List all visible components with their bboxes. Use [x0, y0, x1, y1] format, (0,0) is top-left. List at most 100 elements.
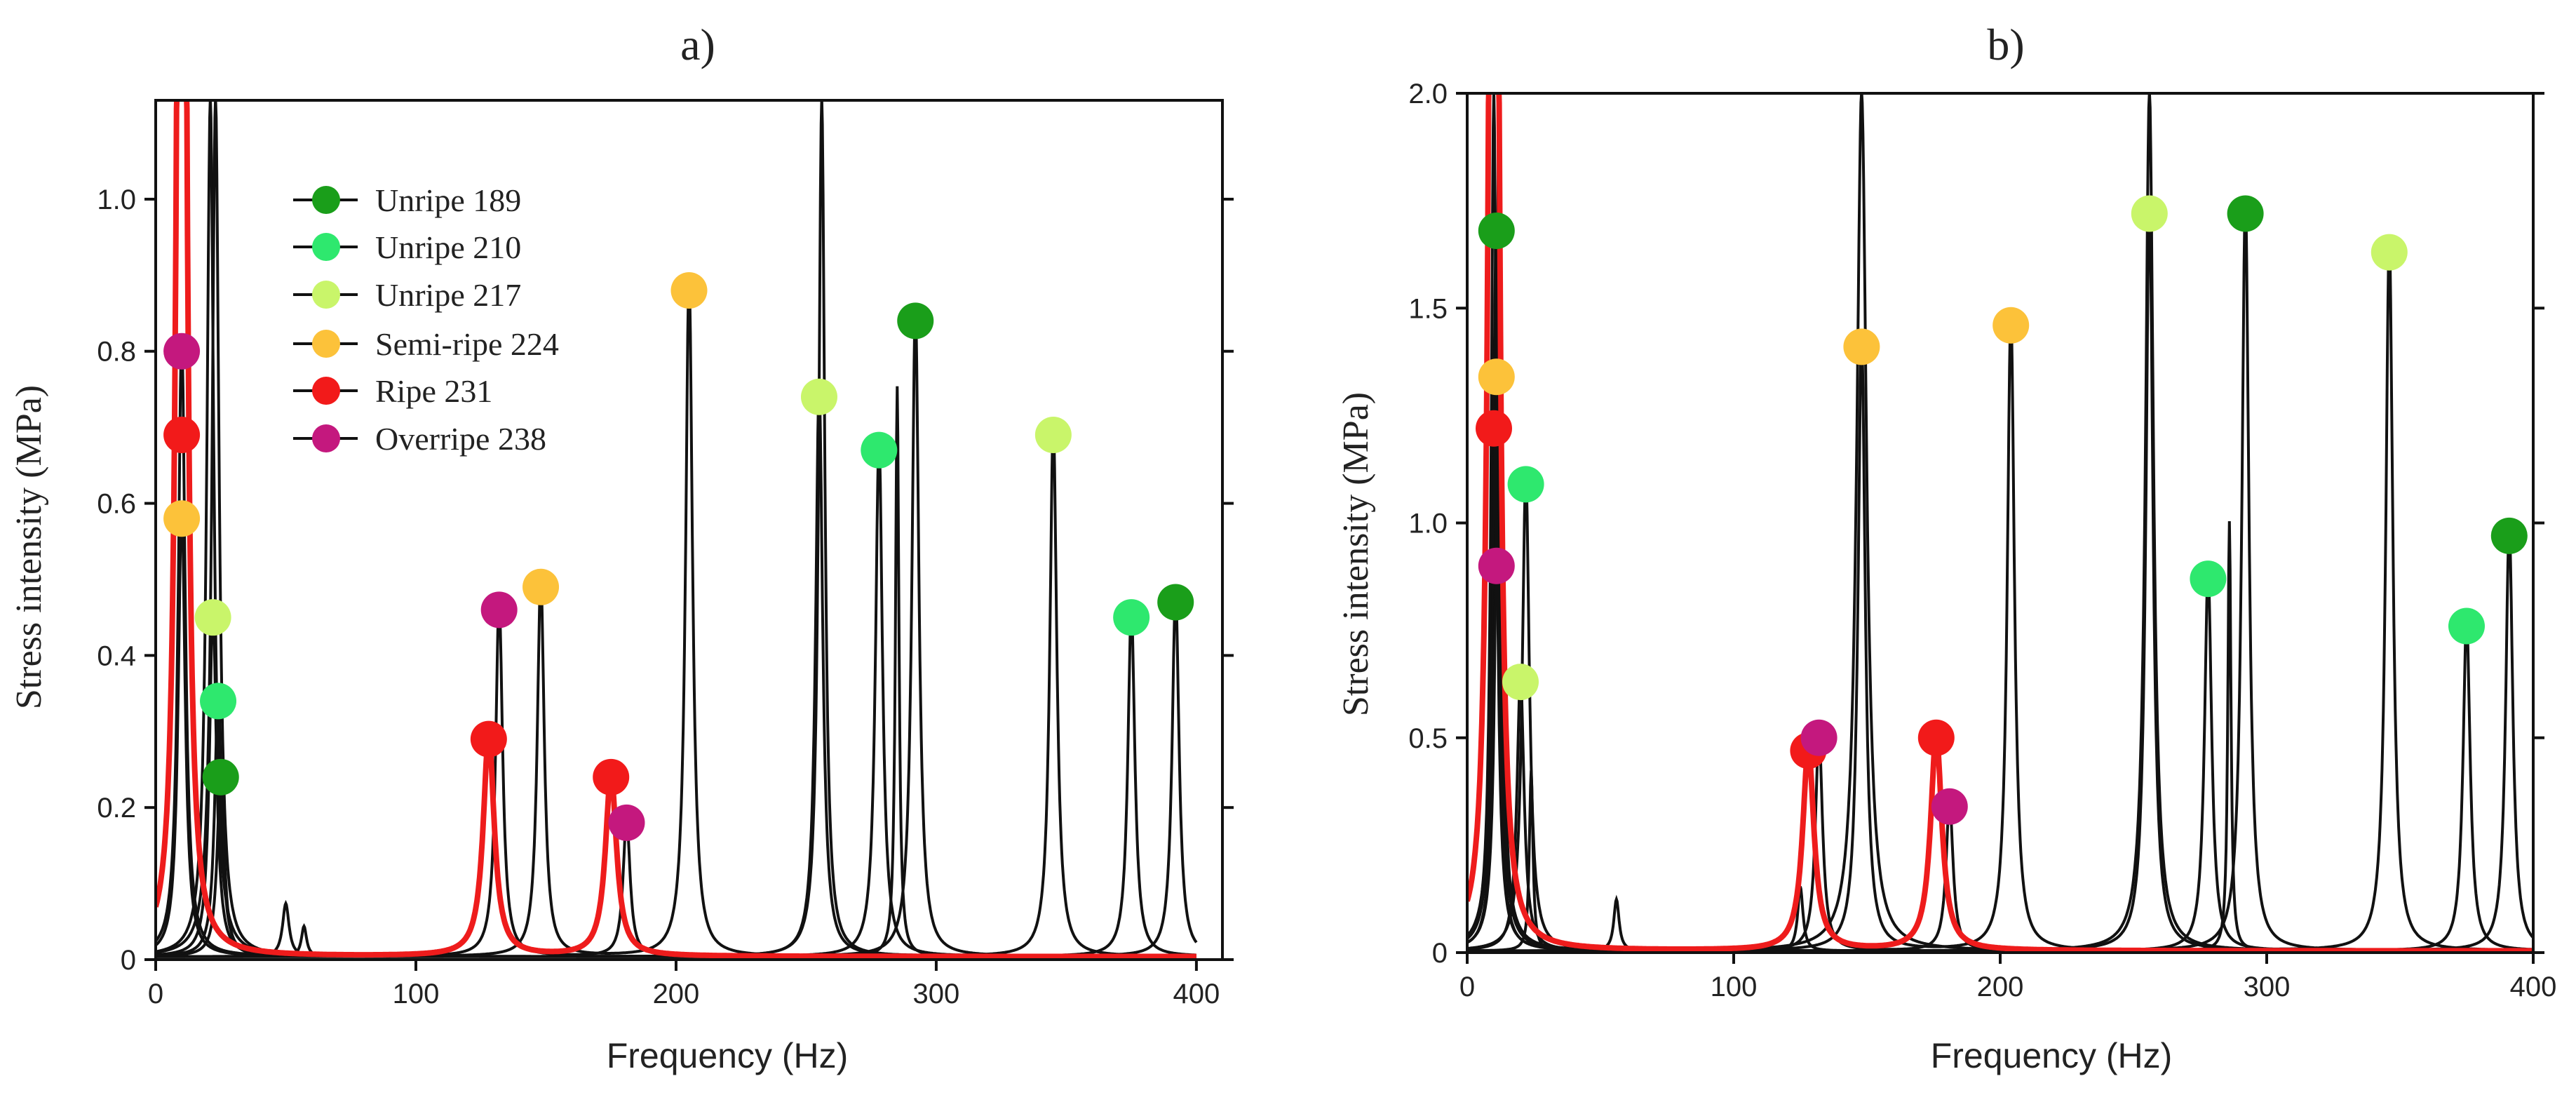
- peak-marker-semi-ripe-224: [522, 568, 560, 605]
- peak-marker-overripe-238: [608, 804, 645, 841]
- x-tick-label: 200: [1977, 972, 2024, 1002]
- legend-item-semi-ripe-224: Semi-ripe 224: [293, 326, 559, 362]
- peak-marker-unripe-217: [2131, 195, 2168, 232]
- x-tick-label: 400: [1173, 979, 1220, 1009]
- peak-marker-semi-ripe-224: [1843, 328, 1880, 365]
- panel-a-axes: 0 100 200 300 400 0 0.2 0.4 0.6 0.8 1.0: [97, 99, 1234, 1009]
- peak-marker-overripe-238: [1931, 788, 1968, 825]
- plot-frame: [1466, 92, 2535, 954]
- legend-marker-unripe-189: [312, 186, 340, 214]
- legend-label-unripe-189: Unripe 189: [375, 182, 521, 218]
- curve-unripe-217: [1467, 196, 2533, 953]
- peak-marker-overripe-238: [163, 332, 201, 370]
- legend-label-overripe-238: Overripe 238: [375, 421, 546, 457]
- peak-marker-unripe-217: [194, 599, 231, 636]
- x-tick-label: 400: [2510, 972, 2557, 1002]
- peak-marker-unripe-217: [1502, 664, 1539, 701]
- panel-a-curves: [156, 100, 1198, 960]
- panel-a-chart: a) 0 100 200 300 400 0 0.2 0.4 0.6 0.8 1.0 Frequen…: [9, 20, 1234, 1075]
- y-tick-label: 0: [1432, 938, 1448, 969]
- peak-marker-semi-ripe-224: [1478, 358, 1515, 396]
- curve-unripe-189: [156, 304, 1198, 958]
- peak-marker-ripe-231: [1917, 719, 1955, 756]
- peak-marker-overripe-238: [1800, 719, 1837, 756]
- legend-label-ripe-231: Ripe 231: [375, 373, 492, 409]
- peak-marker-unripe-217: [2371, 234, 2408, 271]
- x-tick-label: 0: [148, 979, 163, 1009]
- panel-a-title: a): [680, 20, 715, 69]
- y-tick-label: 1.0: [97, 184, 136, 215]
- panel-b-title: b): [1987, 20, 2024, 69]
- peak-marker-unripe-210: [861, 431, 898, 469]
- legend-item-unripe-217: Unripe 217: [293, 277, 521, 313]
- legend-label-unripe-210: Unripe 210: [375, 229, 521, 265]
- peak-marker-unripe-210: [2448, 607, 2485, 645]
- x-tick-label: 200: [653, 979, 700, 1009]
- peak-marker-unripe-189: [2227, 195, 2264, 232]
- peak-marker-semi-ripe-224: [1992, 307, 2030, 344]
- legend-marker-semi-ripe-224: [312, 330, 340, 358]
- peak-marker-unripe-189: [1478, 213, 1515, 249]
- x-tick-label: 0: [1459, 972, 1475, 1002]
- curve-semi-ripe-224: [1467, 310, 2533, 953]
- y-tick-label: 0.2: [97, 793, 136, 824]
- curve-extra-peak: [1467, 520, 2533, 953]
- curve-extra-peak: [156, 100, 1196, 958]
- legend-marker-overripe-238: [312, 424, 340, 452]
- x-tick-label: 100: [1711, 972, 1758, 1002]
- peak-marker-ripe-231: [593, 758, 630, 795]
- curve-overripe-238: [1467, 556, 2533, 953]
- x-tick-label: 300: [2244, 972, 2291, 1002]
- curve-unripe-217: [156, 382, 1196, 958]
- curve-extra-peak: [1467, 93, 2533, 953]
- legend-item-unripe-210: Unripe 210: [293, 229, 521, 265]
- panel-b-curves: [1467, 93, 2533, 953]
- legend-item-ripe-231: Ripe 231: [293, 373, 492, 409]
- peak-marker-unripe-210: [200, 683, 237, 720]
- panel-b-markers: [1476, 195, 2528, 825]
- legend-marker-ripe-231: [312, 377, 340, 405]
- peak-marker-ripe-231: [163, 416, 201, 453]
- legend: Unripe 189 Unripe 210 Unripe 217 Semi-ri…: [293, 182, 559, 457]
- y-tick-label: 1.0: [1408, 509, 1448, 539]
- panel-b-x-axis-title: Frequency (Hz): [1931, 1036, 2173, 1075]
- legend-item-unripe-189: Unripe 189: [293, 182, 521, 218]
- panel-b-chart: b) 0 100 200 300 400 0 0.5 1.0 1.5 2.0 Frequency …: [1336, 20, 2556, 1075]
- y-tick-label: 0.8: [97, 337, 136, 368]
- peak-marker-unripe-210: [1113, 599, 1150, 636]
- curve-extra-peak: [1467, 93, 2533, 953]
- peak-marker-ripe-231: [470, 720, 507, 758]
- curve-semi-ripe-224: [156, 274, 1196, 958]
- curve-unripe-189: [1467, 196, 2533, 953]
- peak-marker-overripe-238: [480, 591, 518, 629]
- peak-marker-unripe-210: [1507, 466, 1544, 503]
- panel-b-axes: 0 100 200 300 400 0 0.5 1.0 1.5 2.0: [1408, 79, 2556, 1002]
- curve-extra-peak: [156, 386, 1196, 958]
- curve-extra-peak: [156, 100, 1196, 958]
- peak-marker-unripe-210: [2190, 560, 2227, 598]
- legend-item-overripe-238: Overripe 238: [293, 421, 546, 457]
- legend-label-semi-ripe-224: Semi-ripe 224: [375, 326, 559, 362]
- panel-a-markers: [163, 272, 1194, 841]
- peak-marker-semi-ripe-224: [163, 500, 201, 537]
- peak-marker-unripe-217: [1034, 416, 1072, 453]
- peak-marker-unripe-189: [202, 758, 239, 795]
- y-tick-label: 0: [121, 945, 136, 976]
- y-tick-label: 2.0: [1408, 79, 1448, 109]
- panel-b-y-axis-title: Stress intensity (MPa): [1336, 392, 1376, 716]
- peak-marker-ripe-231: [1476, 410, 1512, 447]
- panel-a-x-axis-title: Frequency (Hz): [607, 1036, 849, 1075]
- peak-marker-unripe-189: [897, 302, 934, 340]
- legend-label-unripe-217: Unripe 217: [375, 277, 521, 313]
- legend-marker-unripe-210: [312, 233, 340, 261]
- peak-marker-unripe-217: [800, 378, 837, 415]
- y-tick-label: 0.5: [1408, 723, 1448, 754]
- curve-extra-peak: [1467, 93, 2533, 953]
- peak-marker-unripe-189: [2490, 517, 2528, 554]
- plot-frame: [154, 99, 1224, 961]
- curve-ripe-231: [1467, 93, 2533, 953]
- y-tick-label: 0.4: [97, 640, 136, 671]
- peak-marker-semi-ripe-224: [670, 272, 708, 309]
- x-tick-label: 300: [913, 979, 960, 1009]
